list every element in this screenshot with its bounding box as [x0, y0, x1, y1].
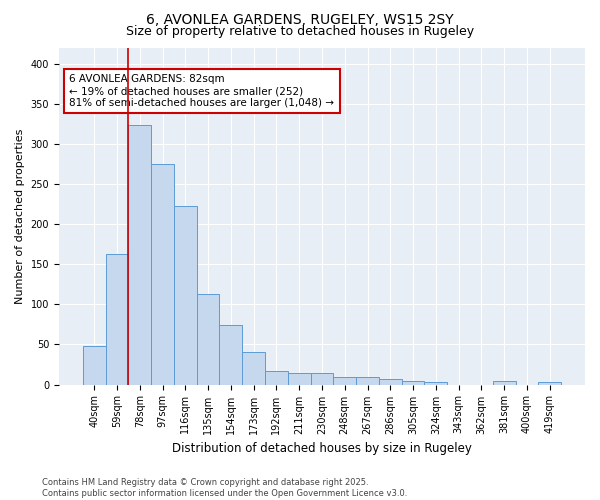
X-axis label: Distribution of detached houses by size in Rugeley: Distribution of detached houses by size …	[172, 442, 472, 455]
Bar	[83, 346, 106, 385]
Text: 6, AVONLEA GARDENS, RUGELEY, WS15 2SY: 6, AVONLEA GARDENS, RUGELEY, WS15 2SY	[146, 12, 454, 26]
Bar	[356, 378, 379, 384]
Bar	[538, 382, 561, 384]
Bar	[197, 294, 220, 384]
Bar	[128, 126, 151, 384]
Text: Size of property relative to detached houses in Rugeley: Size of property relative to detached ho…	[126, 25, 474, 38]
Text: Contains HM Land Registry data © Crown copyright and database right 2025.
Contai: Contains HM Land Registry data © Crown c…	[42, 478, 407, 498]
Bar	[242, 352, 265, 384]
Bar	[151, 164, 174, 384]
Bar	[288, 372, 311, 384]
Y-axis label: Number of detached properties: Number of detached properties	[15, 128, 25, 304]
Bar	[401, 380, 424, 384]
Bar	[379, 379, 401, 384]
Bar	[424, 382, 447, 384]
Bar	[311, 372, 334, 384]
Bar	[265, 371, 288, 384]
Bar	[106, 254, 128, 384]
Bar	[174, 206, 197, 384]
Bar	[334, 376, 356, 384]
Text: 6 AVONLEA GARDENS: 82sqm
← 19% of detached houses are smaller (252)
81% of semi-: 6 AVONLEA GARDENS: 82sqm ← 19% of detach…	[70, 74, 334, 108]
Bar	[220, 325, 242, 384]
Bar	[493, 382, 515, 384]
